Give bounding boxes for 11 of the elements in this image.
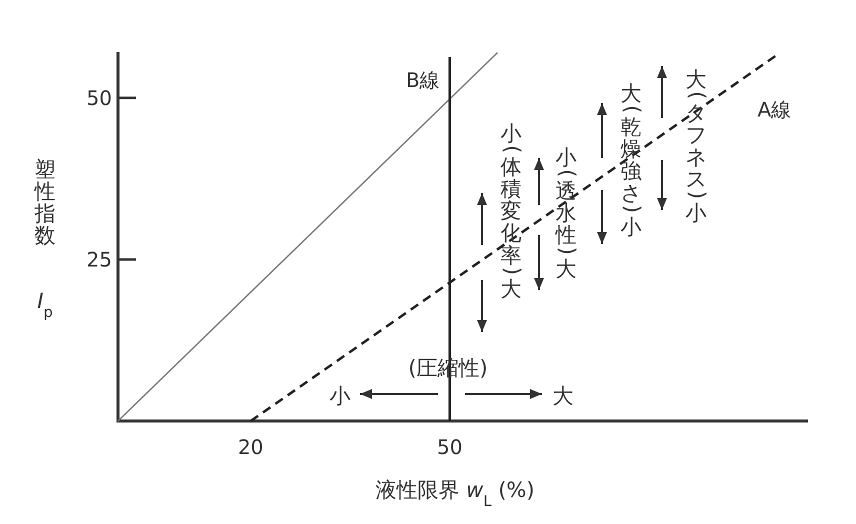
series-label: A線 — [757, 98, 792, 122]
annotation: 小 — [330, 384, 350, 408]
text: 小(体積変化率)大 — [500, 121, 525, 301]
annotation: 小(透水性)大 — [554, 145, 580, 281]
x-tick-label: 20 — [238, 435, 264, 459]
text: 塑性指数 I$_{p}$ — [34, 157, 56, 320]
ref-line-label: B線 — [406, 68, 440, 92]
annotation: 大(乾燥強さ)小 — [620, 81, 645, 239]
annotation: 大 — [552, 384, 574, 408]
y-tick-label: 25 — [86, 247, 112, 272]
x-axis-title: 液性限界 w$_{L}$ (%) — [375, 478, 535, 510]
